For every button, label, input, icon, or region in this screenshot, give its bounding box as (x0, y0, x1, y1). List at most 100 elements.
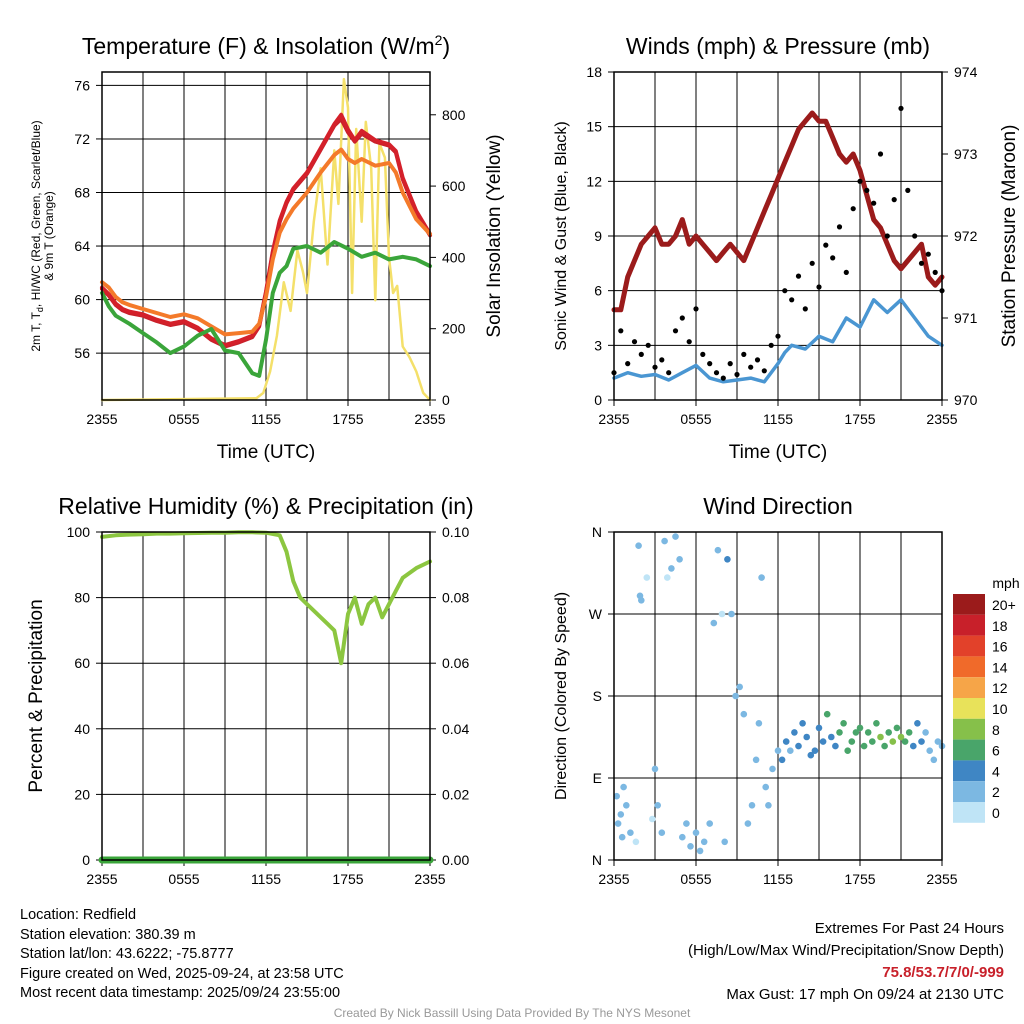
direction-point (752, 756, 760, 764)
temp-xtick-label: 1155 (251, 411, 281, 427)
gust-point (918, 260, 925, 266)
legend-label: 2 (992, 784, 1000, 800)
direction-point (618, 833, 626, 841)
direction-point (836, 729, 843, 736)
wind-y2tick-label: 970 (954, 392, 978, 408)
legend-label: 16 (992, 639, 1008, 655)
meteogram-figure: 2355 0555 1155 1755 2355 Temperature (F) & In… (26, 32, 1020, 887)
direction-point (762, 783, 769, 791)
wind-xtick-label: 1755 (844, 411, 875, 427)
direction-point (679, 833, 686, 841)
elevation-text: Station elevation: 380.39 m (20, 926, 196, 943)
direction-point (632, 838, 640, 846)
direction-point (934, 738, 942, 745)
temp-title-sup: 2 (435, 32, 443, 48)
credit-text: Created By Nick Bassill Using Data Provi… (333, 1006, 691, 1020)
direction-point (823, 710, 831, 718)
direction-point (721, 838, 728, 846)
location-text: Location: Redfield (20, 907, 137, 923)
gust-point (748, 364, 754, 370)
gust-point (727, 361, 733, 367)
temp-y2label: Solar Insolation (Yellow) (484, 134, 505, 337)
direction-point (918, 738, 925, 745)
direction-point (877, 733, 884, 741)
direction-point (930, 756, 938, 764)
rh-y2tick-label: 0.00 (442, 852, 469, 868)
wind-ytick-label: 3 (594, 337, 602, 353)
dir-title: Wind Direction (703, 493, 853, 519)
wind-y2tick-label: 974 (954, 64, 978, 80)
direction-point (889, 738, 897, 745)
direction-point (914, 720, 921, 727)
gust-point (912, 233, 918, 239)
rh-y2tick-label: 0.02 (442, 786, 469, 802)
direction-point (869, 738, 876, 745)
rh-xtick-label: 0555 (168, 871, 199, 887)
rh-ytick-label: 60 (74, 655, 90, 671)
temp-xtick-label: 0555 (168, 411, 199, 427)
dir-ylabel: Direction (Colored By Speed) (553, 592, 570, 800)
gust-point (761, 368, 767, 374)
direction-point (819, 738, 827, 745)
gust-point (700, 351, 706, 357)
gust-point (905, 187, 911, 193)
gust-point (754, 357, 761, 363)
rh-ytick-label: 80 (74, 590, 90, 606)
temp-ylabel-part: 2m T, T (29, 311, 43, 351)
direction-point (687, 843, 694, 850)
rh-ytick-label: 0 (82, 852, 90, 868)
wind-xlabel: Time (UTC) (729, 442, 828, 463)
direction-point (613, 792, 620, 800)
extremes-subheading: (High/Low/Max Wind/Precipitation/Snow De… (688, 942, 1004, 959)
direction-point (885, 729, 892, 736)
wind-ytick-label: 6 (594, 283, 602, 299)
temp-xtick-label: 1755 (332, 411, 363, 427)
gust-point (864, 187, 870, 193)
dir-xtick-label: 1155 (763, 871, 793, 887)
dir-xtick-label: 0555 (680, 871, 711, 887)
wind-xtick-label: 2355 (926, 411, 957, 427)
relative-humidity-line (100, 530, 432, 666)
dir-xtick-label: 2355 (598, 871, 629, 887)
direction-point (672, 533, 679, 540)
gust-point (823, 242, 829, 248)
direction-point (635, 542, 642, 549)
temp-xtick-label: 2355 (86, 411, 117, 427)
rh-y2tick-label: 0.08 (442, 590, 469, 606)
direction-point (718, 610, 726, 618)
direction-point (696, 847, 704, 855)
temp-ylabel: 2m T, Td, HI/WC (Red, Green, Scarlet/Blu… (29, 120, 45, 351)
direction-point (683, 820, 690, 827)
rh-xtick-label: 2355 (414, 871, 445, 887)
direction-point (692, 829, 700, 836)
gust-point (618, 328, 624, 334)
direction-point (765, 802, 772, 809)
legend-title: mph (992, 575, 1019, 591)
direction-point (658, 829, 666, 836)
legend-label: 8 (992, 722, 1000, 738)
temp-ylabel-line2: & 9m T (Orange) (42, 191, 56, 281)
legend-swatch (953, 635, 985, 657)
gust-point (741, 351, 747, 357)
dir-ytick-label: E (593, 770, 602, 786)
direction-point (676, 556, 683, 563)
gust-point (932, 269, 938, 275)
direction-point (778, 756, 786, 764)
direction-point (755, 720, 763, 727)
wind-ytick-label: 0 (594, 392, 602, 408)
legend-swatch (953, 802, 985, 823)
direction-point (864, 729, 872, 736)
direction-point (724, 556, 731, 563)
rh-frame (101, 531, 431, 861)
gust-point (789, 297, 795, 303)
gust-point (816, 284, 822, 290)
gust-point (707, 361, 713, 367)
gust-point (795, 273, 802, 279)
direction-point (828, 733, 835, 741)
legend-label: 0 (992, 805, 1000, 821)
wind-xtick-label: 2355 (598, 411, 629, 427)
series-9m-t (100, 147, 432, 337)
speed-legend: mph 20+ 18 16 14 12 10 8 6 4 2 0 (953, 575, 1020, 823)
dir-xtick-label: 2355 (926, 871, 957, 887)
gust-point (836, 224, 843, 230)
